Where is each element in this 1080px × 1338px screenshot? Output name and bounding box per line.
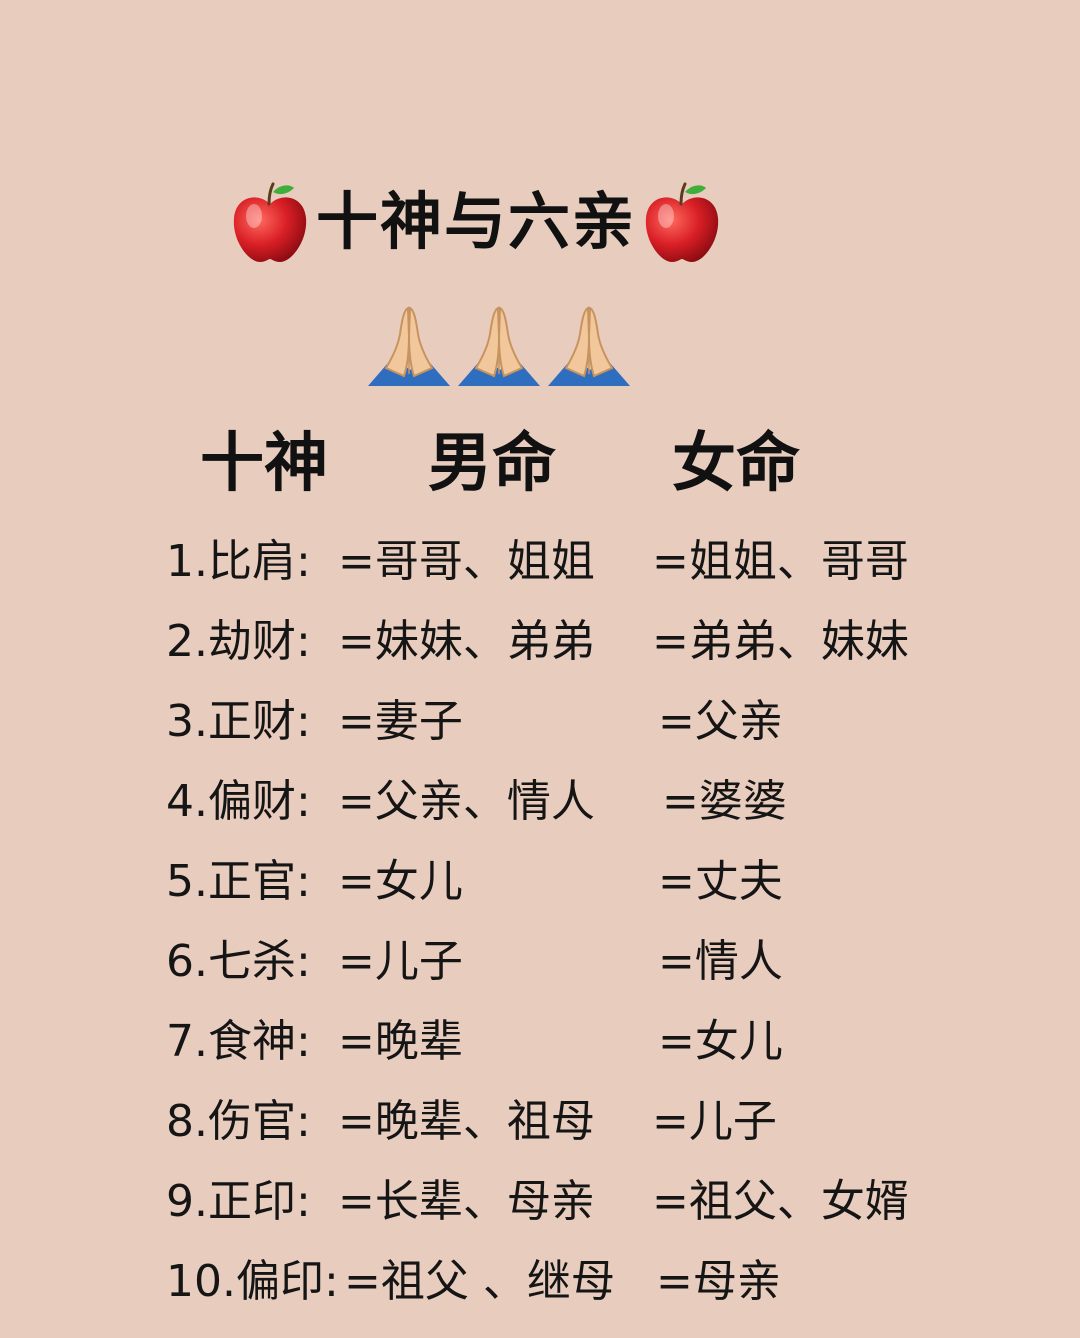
table-row: 4.偏财: =父亲、情人 =婆婆	[0, 768, 1080, 848]
god-cell: 7.食神:	[166, 1016, 311, 1067]
male-cell: =父亲、情人	[338, 776, 595, 827]
female-cell: =丈夫	[658, 856, 783, 907]
female-cell: =姐姐、哥哥	[652, 536, 909, 587]
female-cell: =婆婆	[662, 776, 787, 827]
female-cell: =情人	[658, 936, 783, 987]
table-row: 9.正印: =长辈、母亲 =祖父、女婿	[0, 1168, 1080, 1248]
red-apple-icon	[228, 178, 312, 266]
male-cell: =晚辈、祖母	[338, 1096, 595, 1147]
female-cell: =母亲	[656, 1256, 781, 1307]
male-cell: =女儿	[338, 856, 463, 907]
male-cell: =儿子	[338, 936, 463, 987]
female-cell: =儿子	[652, 1096, 777, 1147]
header-male: 男命	[428, 427, 556, 501]
god-cell: 10.偏印:	[166, 1256, 339, 1307]
god-cell: 9.正印:	[166, 1176, 311, 1227]
god-cell: 8.伤官:	[166, 1096, 311, 1147]
table-row: 10.偏印: =祖父 、继母 =母亲	[0, 1248, 1080, 1328]
folded-hands-icon	[364, 300, 454, 390]
header-shishen: 十神	[200, 427, 328, 501]
table-row: 6.七杀: =儿子 =情人	[0, 928, 1080, 1008]
god-cell: 2.劫财:	[166, 616, 311, 667]
god-cell: 1.比肩:	[166, 536, 311, 587]
god-cell: 5.正官:	[166, 856, 311, 907]
male-cell: =晚辈	[338, 1016, 463, 1067]
table-row: 5.正官: =女儿 =丈夫	[0, 848, 1080, 928]
table-header: 十神 男命 女命	[0, 428, 1080, 500]
table-row: 1.比肩: =哥哥、姐姐 =姐姐、哥哥	[0, 528, 1080, 608]
male-cell: =妹妹、弟弟	[338, 616, 595, 667]
female-cell: =弟弟、妹妹	[652, 616, 909, 667]
god-cell: 3.正财:	[166, 696, 311, 747]
female-cell: =祖父、女婿	[652, 1176, 909, 1227]
relation-table: 1.比肩: =哥哥、姐姐 =姐姐、哥哥 2.劫财: =妹妹、弟弟 =弟弟、妹妹 …	[0, 528, 1080, 1328]
female-cell: =女儿	[658, 1016, 783, 1067]
folded-hands-icon	[544, 300, 634, 390]
male-cell: =长辈、母亲	[338, 1176, 595, 1227]
god-cell: 6.七杀:	[166, 936, 311, 987]
table-row: 8.伤官: =晚辈、祖母 =儿子	[0, 1088, 1080, 1168]
table-row: 3.正财: =妻子 =父亲	[0, 688, 1080, 768]
title-row: 十神与六亲	[228, 178, 724, 266]
folded-hands-row	[364, 300, 634, 390]
male-cell: =妻子	[338, 696, 463, 747]
folded-hands-icon	[454, 300, 544, 390]
table-row: 2.劫财: =妹妹、弟弟 =弟弟、妹妹	[0, 608, 1080, 688]
god-cell: 4.偏财:	[166, 776, 311, 827]
red-apple-icon	[640, 178, 724, 266]
table-row: 7.食神: =晚辈 =女儿	[0, 1008, 1080, 1088]
female-cell: =父亲	[658, 696, 783, 747]
male-cell: =祖父 、继母	[344, 1256, 615, 1307]
header-female: 女命	[672, 427, 800, 501]
page-title: 十神与六亲	[316, 185, 637, 258]
male-cell: =哥哥、姐姐	[338, 536, 595, 587]
